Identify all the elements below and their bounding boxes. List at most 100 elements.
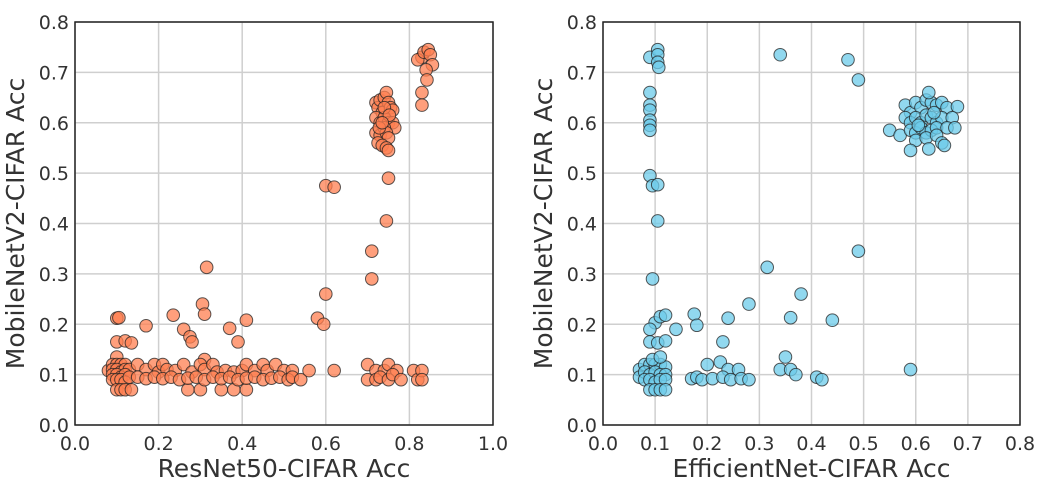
data-point	[222, 321, 237, 336]
x-tick-label: 0.0	[60, 433, 90, 455]
data-point	[381, 143, 396, 158]
data-point	[231, 335, 245, 349]
x-tick-label: 0.2	[143, 433, 173, 455]
data-point	[851, 73, 866, 87]
data-point	[825, 313, 840, 328]
data-point	[687, 307, 702, 321]
data-point	[364, 272, 379, 286]
data-point	[921, 142, 936, 156]
y-tick-label: 0.6	[39, 113, 69, 135]
y-axis-label: MobileNetV2-CIFAR Acc	[1, 78, 30, 369]
y-tick-label: 0.5	[39, 163, 69, 185]
data-point	[783, 310, 798, 325]
y-tick-label: 0.2	[39, 314, 69, 336]
data-point	[658, 334, 673, 348]
data-point	[327, 180, 341, 195]
data-point	[937, 138, 952, 153]
y-tick-label: 0.5	[567, 163, 597, 185]
data-point	[199, 260, 214, 275]
data-point	[653, 350, 668, 364]
y-tick-label: 0.1	[567, 365, 597, 387]
data-point	[851, 244, 866, 259]
x-tick-label: 1.0	[478, 433, 508, 455]
data-point	[415, 85, 429, 100]
data-point	[394, 372, 408, 387]
y-tick-label: 0.1	[39, 365, 69, 387]
data-point	[302, 363, 316, 378]
plot-frame	[602, 21, 1021, 426]
data-point	[381, 171, 396, 185]
data-point	[921, 85, 936, 100]
data-point	[773, 47, 788, 62]
data-point	[124, 382, 139, 397]
data-point	[700, 357, 715, 372]
x-tick-label: 0.2	[692, 433, 722, 455]
data-point	[379, 214, 394, 228]
data-point	[794, 287, 808, 301]
subplot-2: 0.0 0.1 0.2 0.3 0.4 0.5 0.6 0.7 0.8 0.0 0.1 0.2 0.3 0…	[529, 12, 1035, 483]
y-tick-label: 0.0	[39, 415, 69, 437]
x-tick-label: 0.8	[1005, 433, 1035, 455]
data-point	[293, 372, 308, 387]
x-tick-label: 0.6	[901, 433, 931, 455]
data-point	[789, 367, 803, 382]
y-tick-label: 0.2	[567, 314, 597, 336]
y-tick-label: 0.6	[567, 113, 597, 135]
data-point	[415, 98, 429, 112]
y-tick-label: 0.4	[39, 214, 69, 236]
data-point	[181, 382, 195, 397]
data-point	[327, 363, 341, 378]
data-point	[643, 322, 657, 337]
data-point	[197, 307, 212, 321]
data-point	[415, 372, 429, 387]
data-point	[124, 336, 139, 350]
x-tick-label: 0.1	[640, 433, 670, 455]
y-axis-label: MobileNetV2-CIFAR Acc	[529, 78, 558, 369]
x-tick-label: 0.3	[744, 433, 774, 455]
data-point	[927, 105, 941, 120]
data-point	[903, 143, 918, 158]
y-tick-label: 0.8	[39, 12, 69, 34]
data-point	[112, 310, 126, 325]
x-tick-label: 0.6	[311, 433, 341, 455]
y-tick-label: 0.3	[39, 264, 69, 286]
data-point	[643, 85, 657, 100]
x-tick-label: 0.7	[953, 433, 983, 455]
data-point	[658, 308, 673, 322]
x-axis-label: ResNet50-CIFAR Acc	[158, 454, 411, 483]
data-point	[742, 297, 756, 311]
data-point	[658, 382, 673, 397]
data-point	[841, 52, 855, 67]
data-point	[319, 287, 333, 301]
y-tick-label: 0.8	[567, 12, 597, 34]
data-point	[950, 99, 965, 114]
x-axis-label: EfficientNet-CIFAR Acc	[672, 454, 950, 483]
data-point	[778, 350, 793, 364]
data-point	[669, 322, 683, 337]
data-point	[176, 357, 191, 372]
data-point	[139, 318, 153, 333]
x-tick-label: 0.4	[227, 433, 257, 455]
y-tick-label: 0.0	[567, 415, 597, 437]
x-tick-label: 0.0	[588, 433, 618, 455]
plot-frame	[74, 21, 494, 426]
data-point	[903, 362, 918, 377]
data-point	[948, 120, 962, 135]
data-point	[815, 372, 829, 387]
x-tick-label: 0.8	[394, 433, 424, 455]
y-tick-label: 0.4	[567, 214, 597, 236]
data-point	[364, 244, 379, 259]
data-point	[375, 115, 390, 130]
data-point	[760, 260, 774, 275]
x-tick-label: 0.4	[796, 433, 826, 455]
data-point	[239, 313, 254, 328]
data-point	[643, 123, 657, 138]
data-point	[651, 60, 666, 75]
data-point	[716, 335, 730, 349]
data-point	[650, 177, 665, 192]
data-point	[420, 73, 434, 87]
y-tick-label: 0.3	[567, 264, 597, 286]
data-point	[650, 214, 665, 228]
x-tick-label: 0.5	[849, 433, 879, 455]
data-point	[239, 382, 254, 397]
